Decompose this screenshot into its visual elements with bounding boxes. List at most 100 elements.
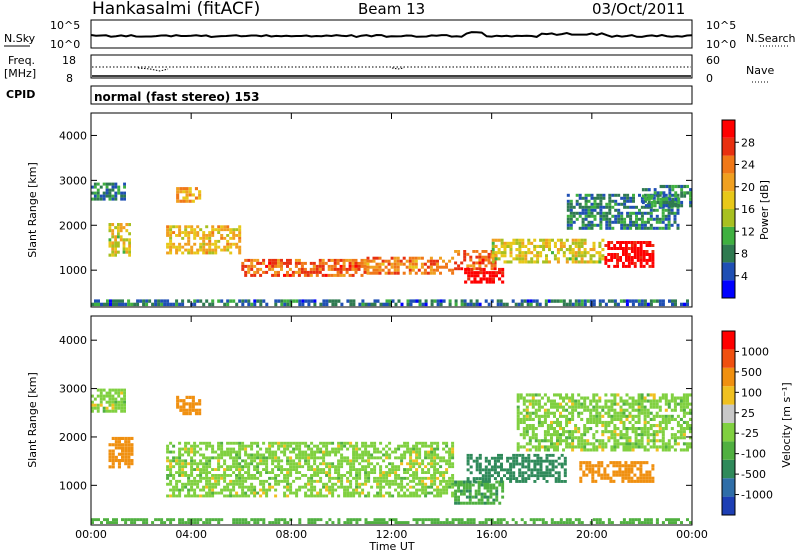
scatter-cell (190, 450, 194, 454)
scatter-cell (480, 483, 484, 487)
scatter-cell (658, 396, 662, 400)
scatter-cell (343, 441, 347, 445)
scatter-cell (604, 442, 608, 446)
scatter-cell (604, 427, 608, 431)
scatter-cell (238, 234, 242, 237)
power-colorbar-label: Power [dB] (758, 180, 771, 240)
scatter-cell (310, 491, 314, 495)
scatter-cell (120, 400, 124, 404)
scatter-cell (497, 471, 500, 475)
scatter-cell (394, 518, 398, 522)
scatter-cell (295, 453, 299, 457)
scatter-cell (481, 258, 485, 262)
station-title: Hankasalmi (fitACF) (92, 0, 260, 19)
scatter-cell (106, 518, 109, 522)
scatter-cell (601, 414, 605, 418)
scatter-cell (608, 202, 612, 206)
scatter-cell (250, 518, 254, 522)
scatter-cell (565, 424, 569, 428)
scatter-cell (556, 405, 559, 409)
scatter-cell (334, 488, 338, 492)
scatter-cell (677, 200, 681, 205)
scatter-cell (582, 473, 586, 477)
scatter-cell (625, 521, 629, 524)
scatter-cell (316, 474, 320, 477)
scatter-cell (571, 408, 575, 412)
scatter-cell (176, 196, 180, 200)
scatter-cell (522, 396, 526, 400)
scatter-cell (491, 274, 495, 278)
scatter-cell (468, 498, 472, 502)
scatter-cell (208, 234, 212, 237)
scatter-cell (655, 411, 659, 415)
scatter-cell (628, 411, 632, 415)
scatter-cell (484, 477, 488, 480)
scatter-cell (607, 253, 611, 256)
scatter-cell (433, 488, 437, 492)
scatter-cell (548, 462, 552, 466)
scatter-cell (256, 456, 260, 460)
scatter-cell (133, 518, 137, 522)
scatter-cell (649, 302, 653, 307)
scatter-cell (394, 488, 398, 492)
scatter-cell (575, 199, 579, 203)
scatter-cell (519, 445, 523, 449)
scatter-cell (145, 302, 149, 307)
scatter-cell (114, 406, 118, 410)
scatter-cell (436, 299, 440, 303)
scatter-cell (568, 405, 572, 409)
scatter-cell (361, 302, 365, 307)
scatter-cell (337, 518, 341, 522)
scatter-cell (682, 393, 686, 397)
scatter-cell (358, 302, 362, 307)
scatter-cell (96, 409, 100, 413)
scatter-cell (580, 439, 584, 443)
scatter-cell (560, 453, 564, 457)
scatter-cell (367, 474, 371, 477)
scatter-cell (649, 518, 653, 522)
scatter-cell (460, 489, 463, 493)
scatter-cell (563, 468, 567, 472)
scatter-cell (614, 208, 618, 212)
scatter-cell (91, 406, 94, 410)
scatter-cell (122, 247, 126, 251)
scatter-cell (645, 258, 649, 262)
scatter-cell (123, 182, 126, 186)
y-tick-label: 4000 (59, 129, 87, 142)
scatter-cell (512, 241, 516, 245)
scatter-cell (454, 483, 457, 487)
scatter-cell (328, 476, 332, 480)
scatter-cell (217, 453, 221, 457)
scatter-cell (636, 253, 640, 256)
scatter-cell (190, 302, 194, 307)
scatter-cell (304, 491, 308, 495)
nsky-tick-bottom: 10^0 (50, 38, 80, 51)
scatter-cell (589, 521, 593, 524)
scatter-cell (409, 491, 413, 495)
scatter-cell (409, 494, 413, 498)
scatter-cell (509, 254, 513, 258)
scatter-cell (400, 476, 404, 480)
scatter-cell (304, 456, 308, 460)
scatter-cell (235, 479, 239, 483)
scatter-cell (172, 476, 176, 480)
scatter-cell (501, 486, 505, 490)
scatter-cell (501, 271, 505, 275)
y-tick-label: 4000 (59, 334, 87, 347)
scatter-cell (625, 399, 629, 403)
scatter-cell (199, 471, 203, 474)
scatter-cell (671, 521, 674, 524)
scatter-cell (345, 258, 349, 262)
scatter-cell (271, 258, 275, 262)
scatter-cell (640, 223, 644, 227)
scatter-cell (307, 488, 311, 492)
scatter-cell (493, 261, 497, 265)
scatter-cell (543, 448, 547, 452)
scatter-cell (337, 476, 341, 480)
scatter-cell (123, 406, 126, 410)
scatter-cell (193, 459, 197, 463)
scatter-cell (587, 193, 591, 197)
scatter-cell (352, 444, 356, 448)
colorbar-tick-label: -500 (741, 468, 766, 481)
scatter-cell (512, 471, 516, 475)
